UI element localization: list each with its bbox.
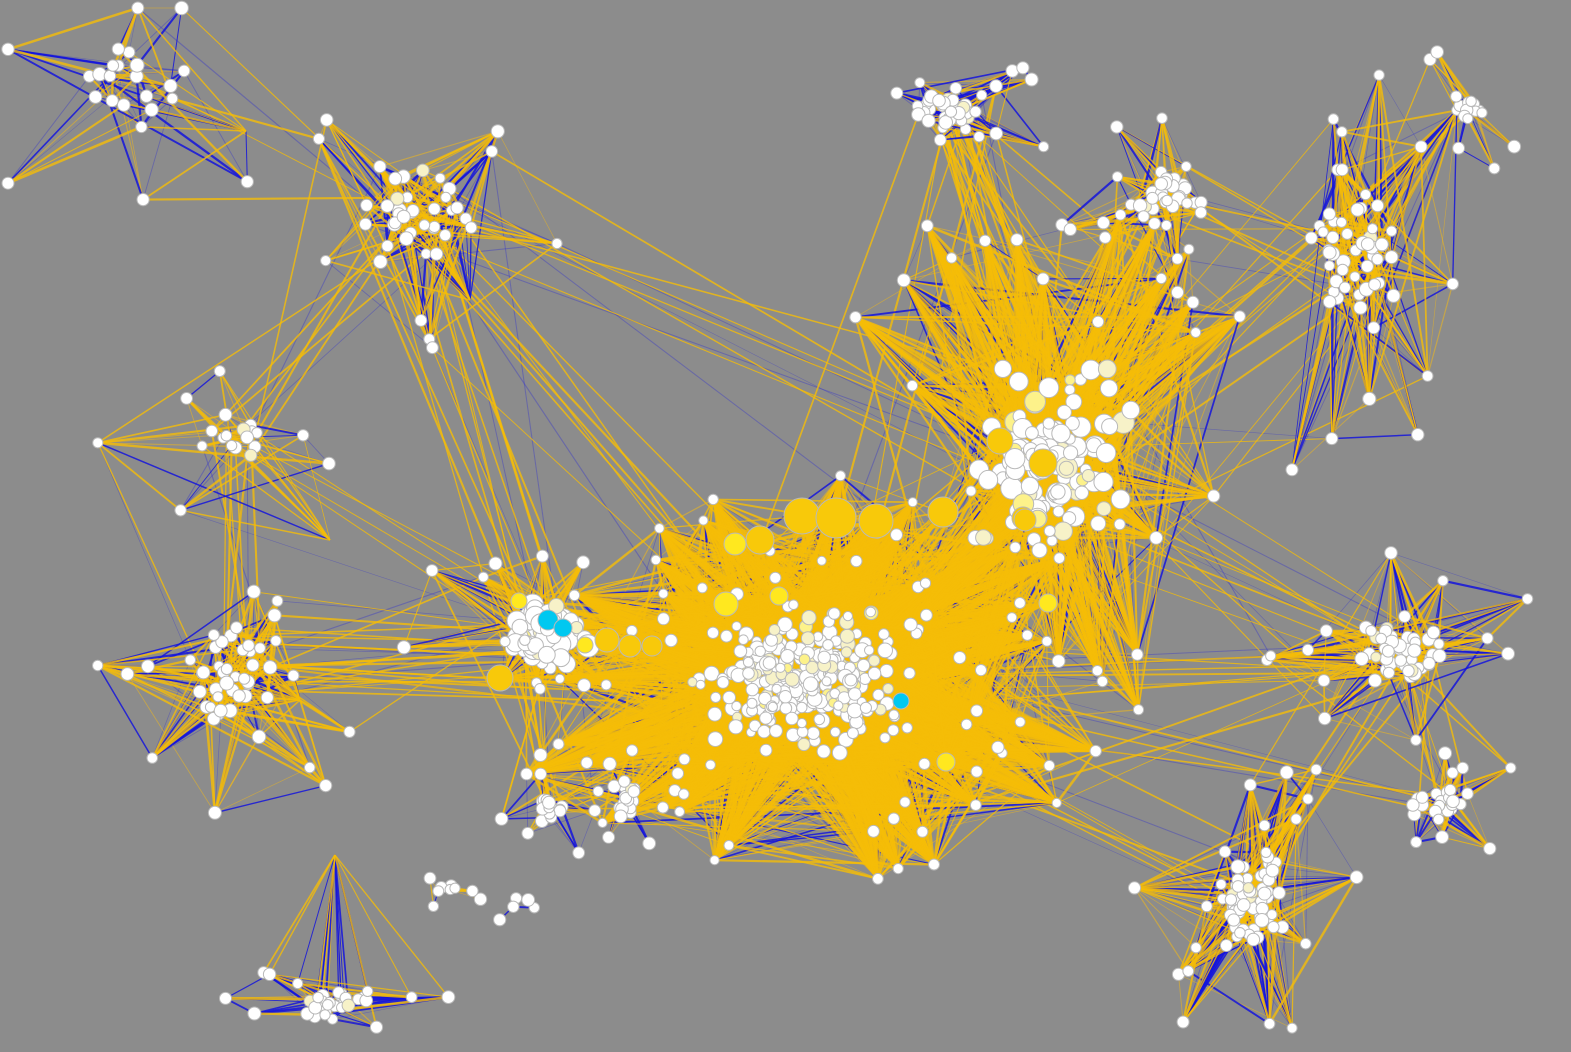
graph-edge	[97, 442, 191, 661]
graph-edge	[1305, 798, 1309, 944]
graph-edge	[325, 260, 433, 349]
graph-edge	[497, 131, 558, 244]
graph-edge	[1378, 74, 1422, 147]
graph-edge	[214, 736, 260, 814]
graph-edge	[432, 218, 467, 348]
graph-edge	[1269, 769, 1317, 1024]
graph-edge	[214, 767, 310, 814]
graph-edge	[180, 437, 224, 511]
graph-edge	[1161, 118, 1202, 203]
graph-edge	[379, 130, 498, 168]
graph-edge	[445, 197, 1028, 494]
graph-edge	[527, 810, 595, 834]
graph-edge	[225, 414, 304, 436]
graph-edge	[491, 151, 562, 645]
graph-edge	[142, 98, 173, 200]
graph-edge	[1390, 552, 1528, 600]
graph-edge	[112, 65, 185, 72]
graph-edge	[231, 434, 304, 447]
graph-edge	[1373, 327, 1428, 377]
graph-edge	[213, 591, 255, 636]
graph-edge	[7, 75, 90, 184]
graph-edge	[1307, 798, 1357, 878]
graph-edge	[137, 7, 396, 224]
graph-edge	[7, 76, 137, 184]
graph-edge	[1291, 282, 1380, 470]
graph-edge	[183, 70, 248, 182]
graph-edge	[501, 808, 543, 820]
